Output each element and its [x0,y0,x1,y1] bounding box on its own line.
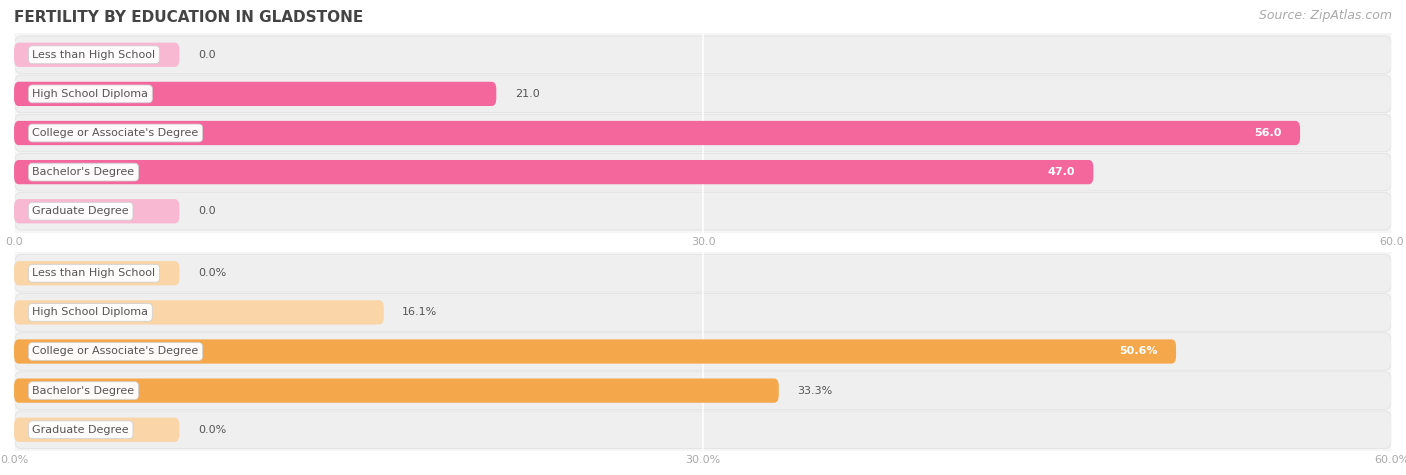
Text: 16.1%: 16.1% [402,307,437,317]
Text: 0.0: 0.0 [198,50,215,60]
Text: 21.0: 21.0 [515,89,540,99]
Text: High School Diploma: High School Diploma [32,307,149,317]
FancyBboxPatch shape [14,255,1392,292]
FancyBboxPatch shape [14,153,1392,191]
FancyBboxPatch shape [14,372,1392,409]
Text: Graduate Degree: Graduate Degree [32,206,129,216]
FancyBboxPatch shape [14,43,180,67]
FancyBboxPatch shape [14,199,180,223]
FancyBboxPatch shape [14,379,779,403]
Text: Less than High School: Less than High School [32,50,156,60]
Text: 0.0%: 0.0% [198,268,226,278]
Text: 0.0%: 0.0% [198,425,226,435]
Text: College or Associate's Degree: College or Associate's Degree [32,128,198,138]
Text: Source: ZipAtlas.com: Source: ZipAtlas.com [1258,10,1392,22]
FancyBboxPatch shape [14,36,1392,74]
FancyBboxPatch shape [14,411,1392,448]
FancyBboxPatch shape [14,339,1175,364]
Text: Bachelor's Degree: Bachelor's Degree [32,386,135,396]
Text: High School Diploma: High School Diploma [32,89,149,99]
Text: Bachelor's Degree: Bachelor's Degree [32,167,135,177]
FancyBboxPatch shape [14,160,1094,184]
Text: 50.6%: 50.6% [1119,346,1157,357]
FancyBboxPatch shape [14,261,180,285]
Text: 47.0: 47.0 [1047,167,1076,177]
FancyBboxPatch shape [14,75,1392,113]
FancyBboxPatch shape [14,114,1392,152]
FancyBboxPatch shape [14,300,384,324]
FancyBboxPatch shape [14,192,1392,230]
Text: 0.0: 0.0 [198,206,215,216]
FancyBboxPatch shape [14,332,1392,371]
Text: 33.3%: 33.3% [797,386,832,396]
Text: College or Associate's Degree: College or Associate's Degree [32,346,198,357]
Text: FERTILITY BY EDUCATION IN GLADSTONE: FERTILITY BY EDUCATION IN GLADSTONE [14,10,363,25]
Text: Graduate Degree: Graduate Degree [32,425,129,435]
FancyBboxPatch shape [14,418,180,442]
FancyBboxPatch shape [14,121,1301,145]
FancyBboxPatch shape [14,294,1392,331]
Text: Less than High School: Less than High School [32,268,156,278]
FancyBboxPatch shape [14,82,496,106]
Text: 56.0: 56.0 [1254,128,1282,138]
